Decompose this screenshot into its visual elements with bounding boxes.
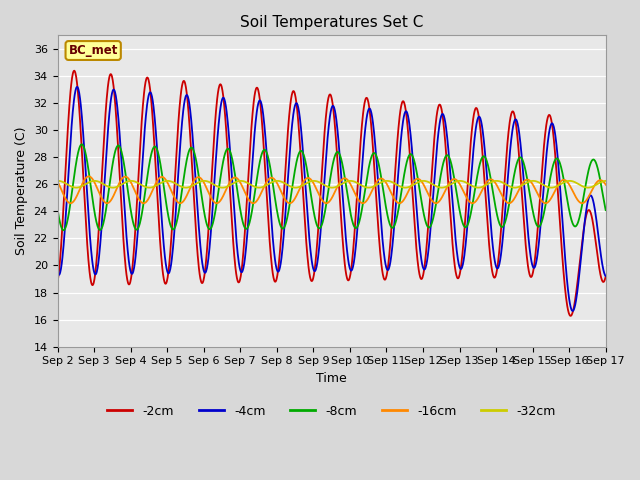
-2cm (70, 68, 78, 73)
-4cm (602, 273, 609, 279)
-32cm (175, 183, 183, 189)
Line: -8cm: -8cm (58, 144, 605, 230)
-2cm (417, 276, 425, 282)
-2cm (176, 101, 184, 107)
-2cm (237, 271, 245, 276)
-16cm (489, 177, 497, 183)
-8cm (60, 228, 67, 233)
Line: -32cm: -32cm (58, 181, 605, 188)
-8cm (78, 142, 86, 147)
-32cm (163, 178, 170, 184)
-32cm (54, 178, 61, 184)
-8cm (489, 189, 497, 195)
-4cm (489, 241, 497, 247)
-8cm (163, 204, 171, 210)
-16cm (103, 200, 111, 206)
-32cm (489, 179, 497, 184)
-16cm (54, 179, 61, 184)
Y-axis label: Soil Temperature (C): Soil Temperature (C) (15, 127, 28, 255)
-32cm (255, 185, 263, 191)
-16cm (85, 173, 93, 179)
-32cm (538, 181, 545, 187)
Line: -2cm: -2cm (58, 71, 605, 316)
-4cm (176, 148, 184, 154)
-8cm (417, 197, 425, 203)
-4cm (417, 254, 425, 260)
-16cm (237, 182, 245, 188)
-32cm (417, 178, 425, 184)
-16cm (602, 182, 609, 188)
-2cm (602, 274, 609, 279)
-2cm (489, 270, 497, 276)
-16cm (177, 200, 184, 206)
-8cm (177, 200, 184, 205)
-32cm (237, 178, 245, 184)
-2cm (567, 313, 575, 319)
-2cm (54, 279, 61, 285)
X-axis label: Time: Time (316, 372, 347, 385)
Legend: -2cm, -4cm, -8cm, -16cm, -32cm: -2cm, -4cm, -8cm, -16cm, -32cm (102, 400, 561, 423)
-8cm (602, 207, 609, 213)
-16cm (417, 178, 425, 184)
Line: -4cm: -4cm (58, 87, 605, 311)
-16cm (538, 197, 545, 203)
-4cm (54, 270, 61, 276)
-32cm (602, 178, 609, 184)
-16cm (163, 179, 171, 184)
-4cm (569, 308, 577, 314)
-4cm (73, 84, 81, 90)
-4cm (537, 218, 545, 224)
-8cm (237, 214, 245, 219)
Line: -16cm: -16cm (58, 176, 605, 203)
-4cm (237, 269, 245, 275)
-4cm (163, 265, 170, 271)
-32cm (237, 178, 244, 184)
-2cm (537, 182, 545, 188)
-8cm (538, 220, 545, 226)
-2cm (163, 280, 170, 286)
Title: Soil Temperatures Set C: Soil Temperatures Set C (240, 15, 423, 30)
Text: BC_met: BC_met (68, 44, 118, 57)
-8cm (54, 206, 61, 212)
